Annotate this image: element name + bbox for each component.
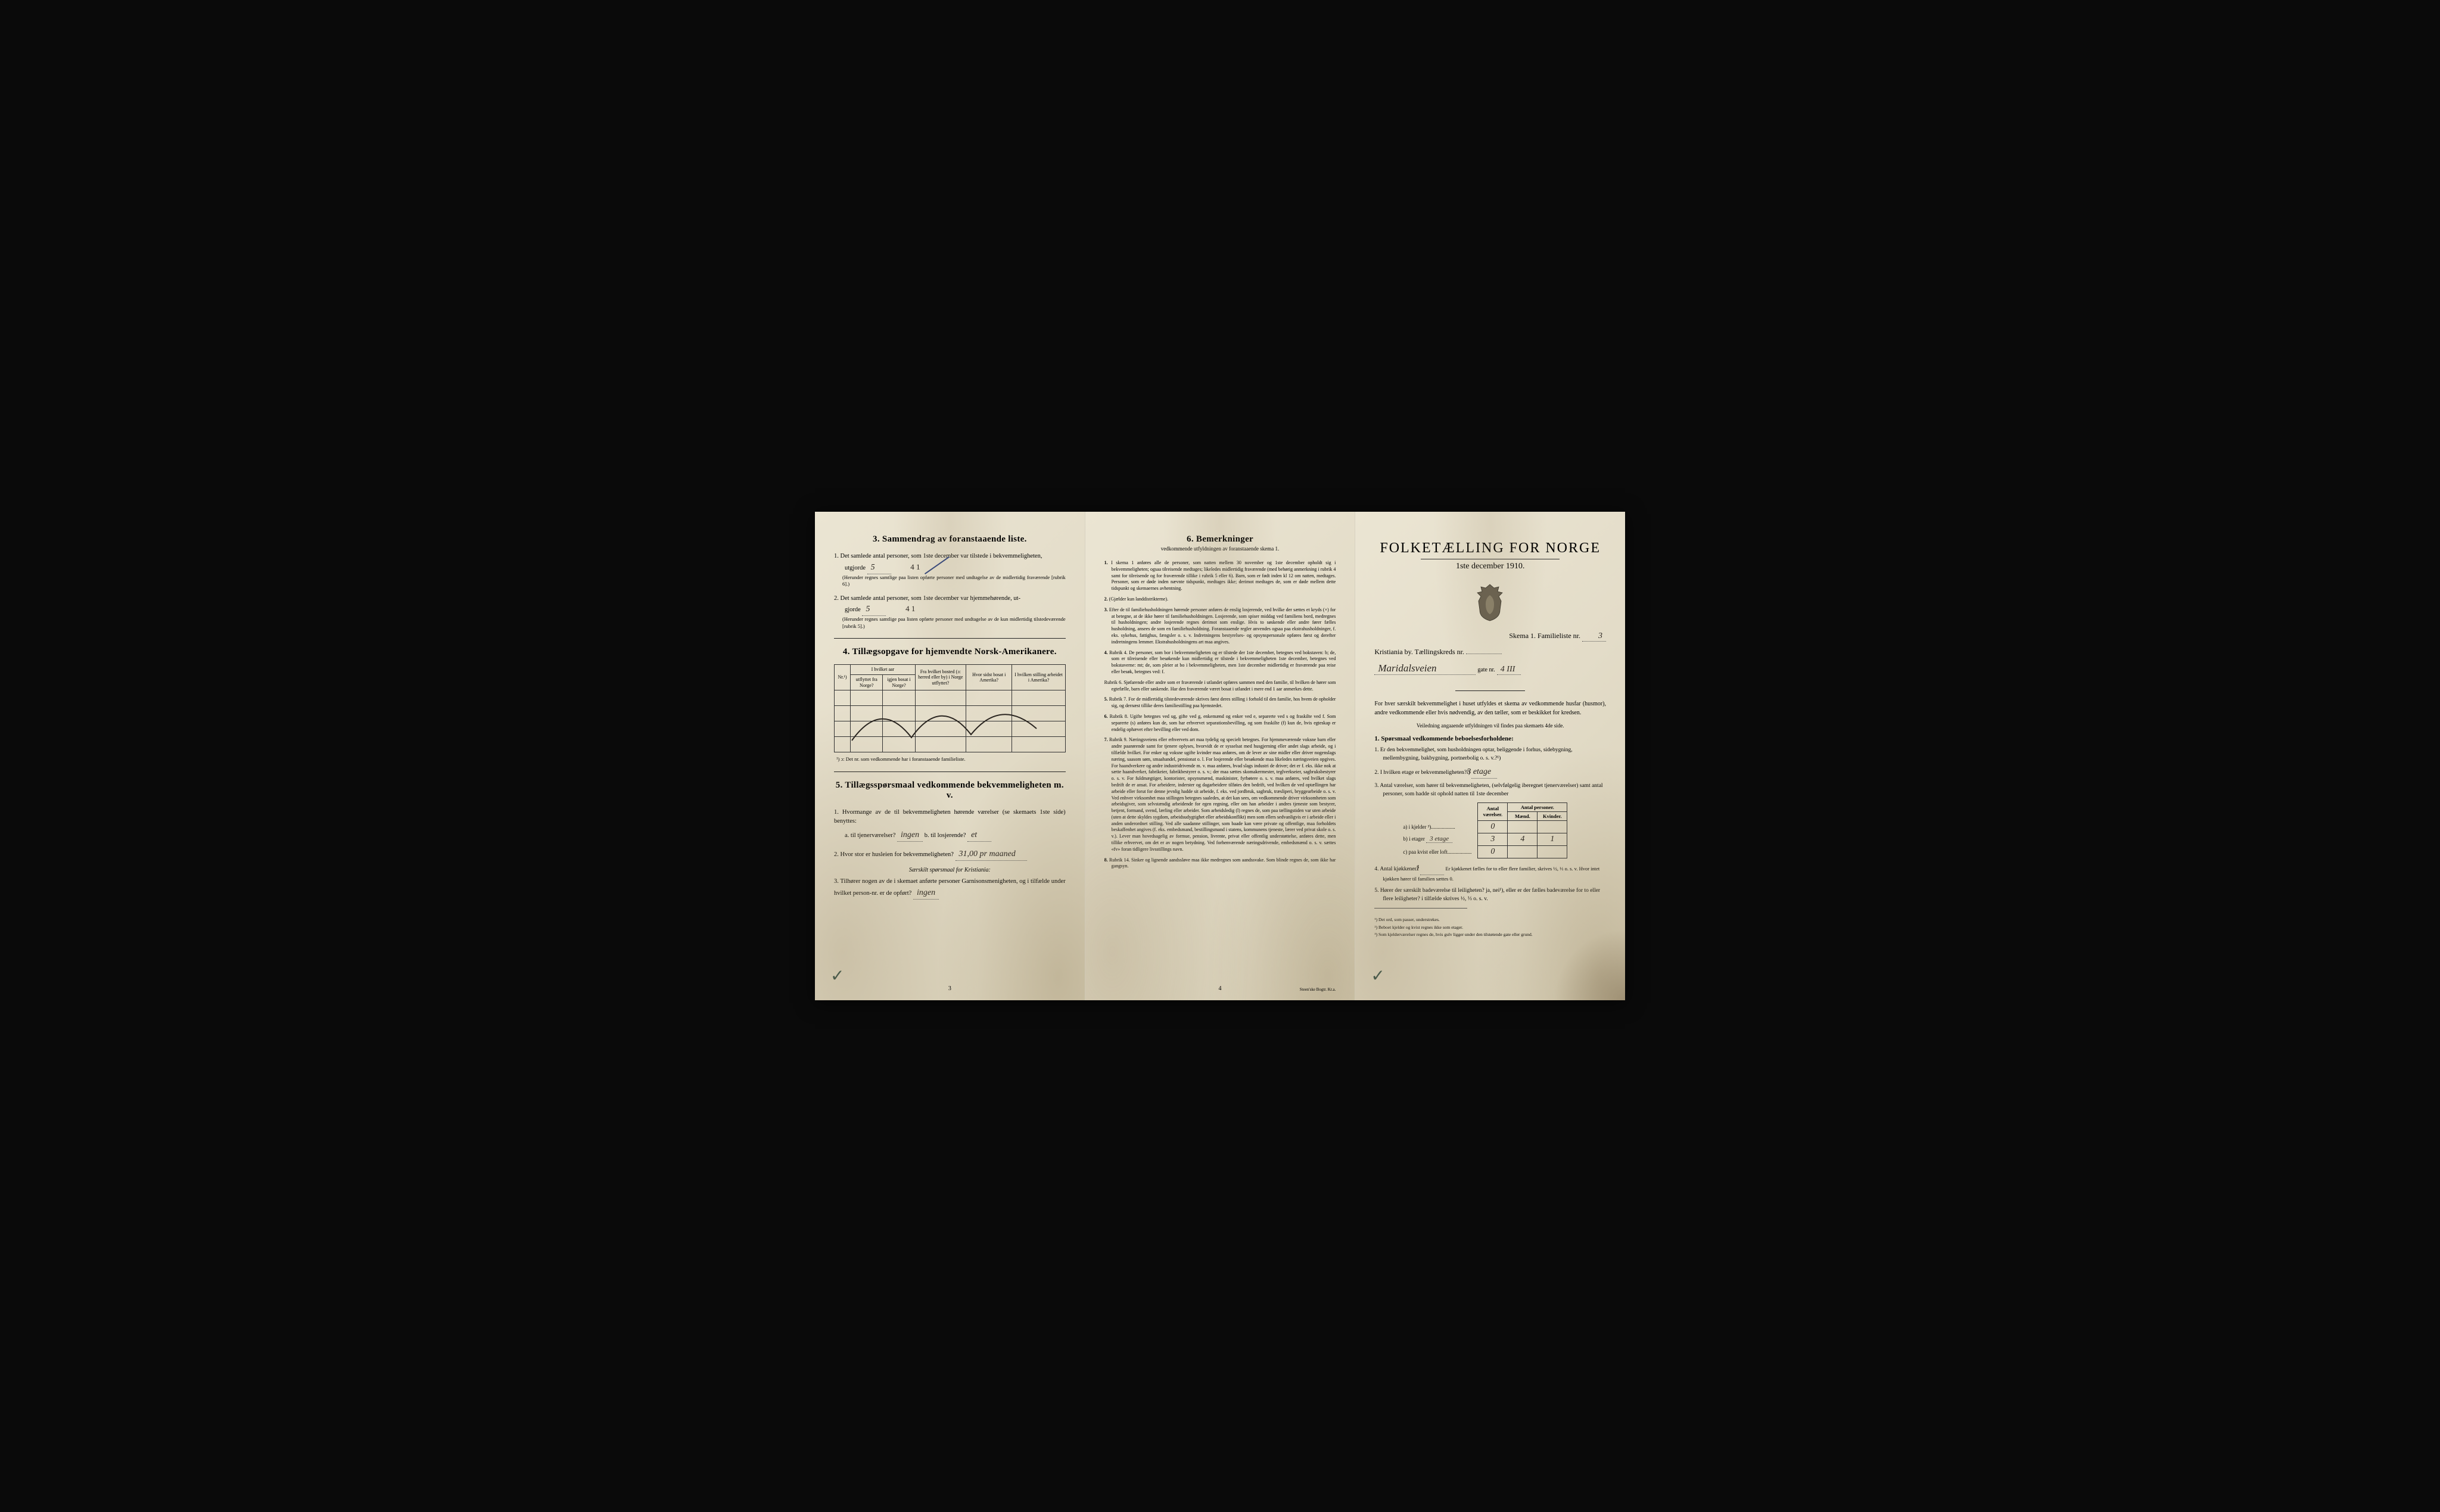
table-row: a) i kjelder ³)..................0 xyxy=(1398,820,1567,833)
q2-value: 5 xyxy=(862,603,886,616)
checkmark-icon: ✓ xyxy=(830,966,844,986)
question-item: 1. Er den bekvemmelighet, som husholdnin… xyxy=(1374,746,1606,763)
remark-item: 2. (Gjælder kun landdistrikterne). xyxy=(1104,596,1336,603)
remarks-list: 1. I skema 1 anføres alle de personer, s… xyxy=(1104,560,1336,870)
street-line: Maridalsveien gate nr. 4 III xyxy=(1374,662,1606,675)
remark-item: 1. I skema 1 anføres alle de personer, s… xyxy=(1104,560,1336,592)
question-item: 2. I hvilken etage er bekvemmeligheten?²… xyxy=(1374,766,1606,779)
printer-credit: Steen'ske Bogtr. Kr.a. xyxy=(1300,987,1336,992)
census-document: 3. Sammendrag av foranstaaende liste. 1.… xyxy=(815,512,1625,1000)
checkmark-icon: ✓ xyxy=(1371,966,1384,986)
counts-table: Antal værelser. Antal personer. Mænd. Kv… xyxy=(1398,802,1567,858)
table-4: Nr.¹) I hvilket aar Fra hvilket bosted (… xyxy=(834,664,1066,752)
footnote: ²) Beboet kjelder og kvist regnes ikke s… xyxy=(1374,925,1606,931)
main-title: FOLKETÆLLING FOR NORGE xyxy=(1374,540,1606,556)
page-4: 6. Bemerkninger vedkommende utfyldningen… xyxy=(1085,512,1356,1000)
section-5-title: 5. Tillægsspørsmaal vedkommende bekvemme… xyxy=(834,780,1066,801)
table-row: c) paa kvist eller loft.................… xyxy=(1398,845,1567,858)
remark-item: 5. Rubrik 7. For de midlertidig tilstede… xyxy=(1104,696,1336,710)
section-6-title: 6. Bemerkninger xyxy=(1104,534,1336,545)
q1-value: 5 xyxy=(867,561,891,574)
remark-item: 6. Rubrik 8. Ugifte betegnes ved ug, gif… xyxy=(1104,714,1336,733)
remark-item: 7. Rubrik 9. Næringsveiens eller erhverv… xyxy=(1104,737,1336,853)
section-3-title: 3. Sammendrag av foranstaaende liste. xyxy=(834,534,1066,545)
coat-of-arms-icon xyxy=(1474,583,1507,622)
footnote: ³) Som kjelderværelser regnes de, hvis g… xyxy=(1374,932,1606,938)
remark-item: 4. Rubrik 4. De personer, som bor i bekv… xyxy=(1104,650,1336,676)
question-list: 1. Er den bekvemmelighet, som husholdnin… xyxy=(1374,746,1606,799)
s5-q2: 2. Hvor stor er husleien for bekvemmelig… xyxy=(834,848,1066,861)
items-4-5: 4. Antal kjøkkener? 1 Er kjøkkenet fælle… xyxy=(1374,862,1606,904)
city-line: Kristiania by. Tællingskreds nr. xyxy=(1374,648,1606,657)
q1: 1. Det samlede antal personer, som 1ste … xyxy=(834,552,1066,588)
s5-q3: 3. Tilhører nogen av de i skemaet anført… xyxy=(834,877,1066,900)
footnote: ¹) Det ord, som passer, understrekes. xyxy=(1374,917,1606,923)
section-4-title: 4. Tillægsopgave for hjemvendte Norsk-Am… xyxy=(834,647,1066,657)
question-item: 3. Antal værelser, som hører til bekvemm… xyxy=(1374,782,1606,799)
page-number: 4 xyxy=(1219,985,1222,992)
table-row: b) i etager 3 etage341 xyxy=(1398,833,1567,845)
subtitle: 1ste december 1910. xyxy=(1374,562,1606,571)
page-cover: FOLKETÆLLING FOR NORGE 1ste december 191… xyxy=(1355,512,1625,1000)
remark-item: 8. Rubrik 14. Sinker og lignende aandssl… xyxy=(1104,857,1336,870)
page-3: 3. Sammendrag av foranstaaende liste. 1.… xyxy=(815,512,1085,1000)
remark-item: 3. Efter de til familiehusholdningen hør… xyxy=(1104,607,1336,646)
remark-item: Rubrik 6. Sjøfarende eller andre som er … xyxy=(1104,680,1336,693)
footnotes: ¹) Det ord, som passer, understrekes. ²) … xyxy=(1374,917,1606,938)
page-number: 3 xyxy=(948,985,951,992)
q1-heading: 1. Spørsmaal vedkommende beboelsesforhol… xyxy=(1374,735,1606,742)
q2: 2. Det samlede antal personer, som 1ste … xyxy=(834,594,1066,630)
s5-q1: 1. Hvormange av de til bekvemmeligheten … xyxy=(834,808,1066,842)
schema-line: Skema 1. Familieliste nr. 3 xyxy=(1374,631,1606,642)
intro-text: For hver særskilt bekvemmelighet i huset… xyxy=(1374,699,1606,717)
